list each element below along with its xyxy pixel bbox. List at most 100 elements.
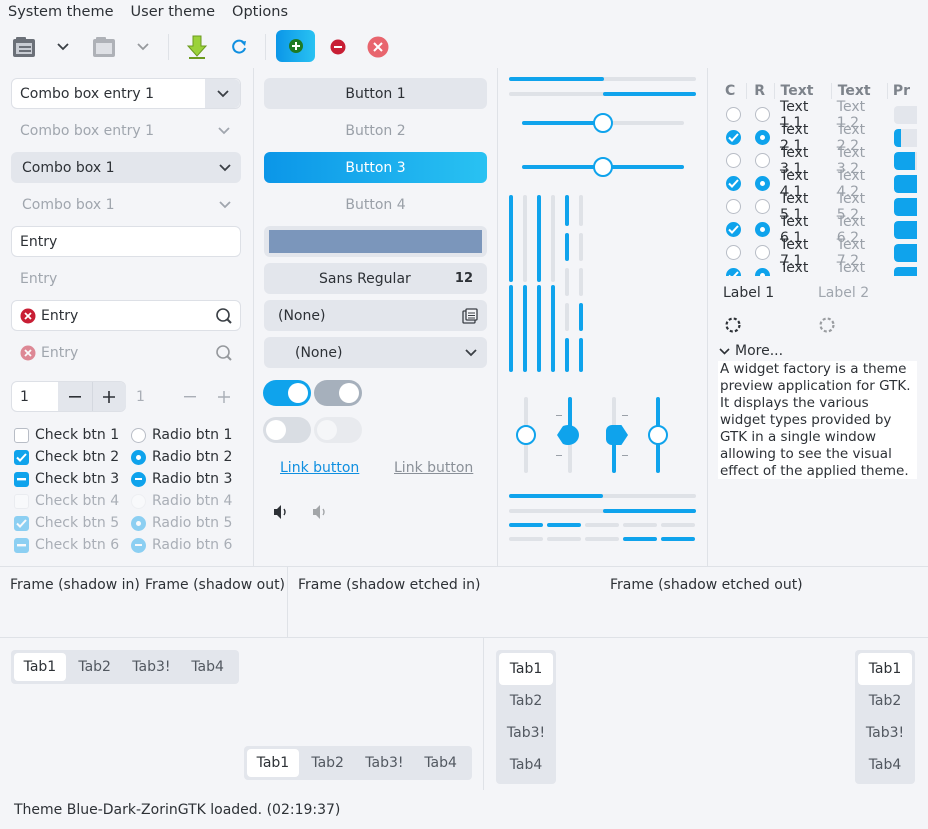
col-header-text1[interactable]: Text	[775, 82, 832, 99]
radio-icon[interactable]	[754, 130, 770, 145]
combo-entry-1[interactable]: Combo box entry 1	[11, 78, 241, 109]
cancel-button[interactable]	[360, 31, 396, 63]
level-segment	[579, 233, 583, 261]
combo-entry-1-dropdown[interactable]	[205, 79, 240, 108]
radio-button-2[interactable]: Radio btn 2	[131, 449, 232, 465]
radio-icon[interactable]	[754, 107, 770, 122]
tree-row[interactable]: Text 1.1 Text 1.2	[718, 99, 917, 131]
tab-2[interactable]: Tab2	[78, 659, 111, 675]
checkbox-icon[interactable]	[726, 176, 741, 191]
radio-icon[interactable]	[754, 268, 770, 276]
frame-shadow-out-label: Frame (shadow out)	[145, 577, 286, 593]
tab-1[interactable]: Tab1	[858, 653, 912, 685]
expander[interactable]: More...	[719, 343, 783, 359]
switch-off[interactable]	[263, 417, 311, 443]
file-chooser-button[interactable]: (None)	[264, 300, 487, 331]
menu-options[interactable]: Options	[232, 4, 288, 20]
button-3[interactable]: Button 3	[264, 152, 487, 183]
tab-4[interactable]: Tab4	[509, 757, 543, 773]
hscale-1-knob[interactable]	[593, 113, 613, 133]
tab-1[interactable]: Tab1	[499, 653, 553, 685]
tab-3[interactable]: Tab3!	[365, 755, 404, 771]
checkbox-icon[interactable]	[726, 222, 741, 237]
spin-button-value[interactable]: 1	[20, 388, 29, 405]
tree-row[interactable]: Text 7.1 Text 7.2	[718, 237, 917, 269]
radio-icon[interactable]	[754, 176, 770, 191]
checkbox-icon[interactable]	[726, 245, 741, 260]
check-button-5: Check btn 5	[14, 515, 119, 531]
switch-on[interactable]	[263, 380, 311, 406]
download-button[interactable]	[179, 31, 215, 63]
tree-row[interactable]: Text 5.1 Text 5.2	[718, 191, 917, 223]
vscale-3-knob[interactable]	[606, 425, 628, 445]
checkbox-icon[interactable]	[726, 107, 741, 122]
spin-button[interactable]: 1	[11, 381, 126, 412]
combo-box-1[interactable]: Combo box 1	[11, 152, 241, 183]
button-1[interactable]: Button 1	[264, 78, 487, 109]
tree-row[interactable]: Text 8.1 Text 8.2	[718, 260, 917, 276]
radio-icon[interactable]	[754, 153, 770, 168]
tree-view[interactable]: C R Text Text Pr Text 1.1 Text 1.2 Text 2.…	[718, 78, 917, 276]
tab-2[interactable]: Tab2	[868, 693, 902, 709]
font-button[interactable]: Sans Regular 12	[264, 263, 487, 294]
tab-1[interactable]: Tab1	[14, 653, 66, 681]
check-button-2[interactable]: Check btn 2	[14, 449, 119, 465]
tab-4[interactable]: Tab4	[191, 659, 224, 675]
checkbox-icon[interactable]	[726, 199, 741, 214]
plus-button[interactable]	[93, 382, 127, 411]
level-segment	[623, 537, 657, 541]
checkbox-icon[interactable]	[726, 268, 741, 276]
combo-none[interactable]: (None)	[264, 337, 487, 368]
menu-user-theme[interactable]: User theme	[130, 4, 216, 20]
checkbox-icon[interactable]	[726, 153, 741, 168]
tree-row[interactable]: Text 6.1 Text 6.2	[718, 214, 917, 246]
search-entry[interactable]: Entry	[11, 300, 241, 331]
tree-row[interactable]: Text 3.1 Text 3.2	[718, 145, 917, 177]
tab-1[interactable]: Tab1	[247, 749, 299, 777]
menu-system-theme[interactable]: System theme	[8, 4, 114, 20]
tab-2[interactable]: Tab2	[311, 755, 344, 771]
color-button[interactable]	[264, 226, 487, 257]
radio-icon[interactable]	[754, 199, 770, 214]
col-header-r[interactable]: R	[747, 82, 775, 99]
vscale-1-knob[interactable]	[516, 425, 536, 445]
tree-row[interactable]: Text 2.1 Text 2.2	[718, 122, 917, 154]
checkbox-icon[interactable]	[726, 130, 741, 145]
tree-cell-text2: Text 5.2	[836, 190, 866, 223]
folder-menu-button-disabled	[128, 31, 158, 63]
search-icon	[216, 345, 232, 361]
tab-3[interactable]: Tab3!	[865, 725, 905, 741]
entry-field[interactable]: Entry	[11, 226, 241, 257]
tab-4[interactable]: Tab4	[868, 757, 902, 773]
minus-button[interactable]	[58, 382, 93, 411]
remove-button[interactable]	[320, 31, 356, 63]
folder-menu-button[interactable]	[48, 31, 78, 63]
tree-row[interactable]: Text 4.1 Text 4.2	[718, 168, 917, 200]
radio-button-3[interactable]: Radio btn 3	[131, 471, 232, 487]
radio-icon[interactable]	[754, 245, 770, 260]
tab-3[interactable]: Tab3!	[132, 659, 171, 675]
tab-2[interactable]: Tab2	[509, 693, 543, 709]
col-header-progress[interactable]: Pr	[892, 82, 911, 99]
col-header-c[interactable]: C	[718, 82, 748, 99]
hscale-2-knob[interactable]	[593, 157, 613, 177]
progress-bar-4	[509, 509, 696, 513]
radio-button-1[interactable]: Radio btn 1	[131, 427, 232, 443]
check-button-1[interactable]: Check btn 1	[14, 427, 119, 443]
tab-4[interactable]: Tab4	[424, 755, 457, 771]
search-icon[interactable]	[215, 307, 233, 325]
clear-icon[interactable]	[20, 308, 36, 324]
search-entry-disabled-text: Entry	[41, 344, 79, 361]
refresh-button[interactable]	[221, 31, 257, 63]
tab-3[interactable]: Tab3!	[506, 725, 546, 741]
vscale-2-knob[interactable]	[557, 425, 579, 445]
volume-button[interactable]	[272, 504, 290, 524]
text-view[interactable]: A widget factory is a theme preview appl…	[718, 361, 917, 479]
vscale-4-knob[interactable]	[648, 425, 668, 445]
check-button-3[interactable]: Check btn 3	[14, 471, 119, 487]
col-header-text2[interactable]: Text	[832, 82, 888, 99]
open-folder-button[interactable]	[6, 31, 42, 63]
radio-icon[interactable]	[754, 222, 770, 237]
add-button[interactable]	[276, 30, 315, 62]
link-button[interactable]: Link button	[280, 460, 360, 476]
